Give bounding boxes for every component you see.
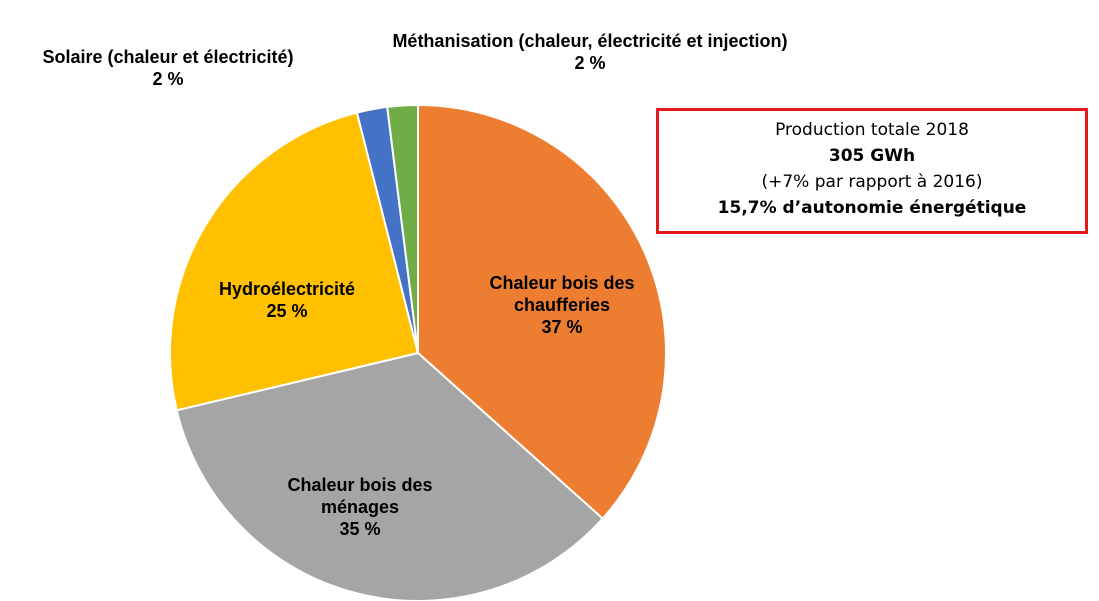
category-label: Hydroélectricité xyxy=(218,279,356,299)
slice-label: Chaleur bois des chaufferies 37 % xyxy=(462,272,662,338)
category-label: Solaire (chaleur et électricité) xyxy=(42,47,294,67)
value-label: 37 % xyxy=(541,317,583,337)
annotation: 305 GWh xyxy=(828,146,916,166)
value-label: 2 % xyxy=(574,53,606,73)
annotation: (+7% par rapport à 2016) xyxy=(761,172,983,192)
slice-label: Chaleur bois des ménages 35 % xyxy=(250,474,470,540)
pie-slice xyxy=(417,103,667,520)
category-label: Chaleur bois des ménages xyxy=(287,475,433,517)
annotation-box: Production totale 2018 305 GWh (+7% par … xyxy=(656,108,1088,234)
pie-slice xyxy=(175,351,605,601)
slice-label: Solaire (chaleur et électricité) 2 % xyxy=(0,46,338,90)
slice-label: Méthanisation (chaleur, électricité et i… xyxy=(350,30,830,74)
category-label: Chaleur bois des chaufferies xyxy=(489,273,635,315)
pie-slice xyxy=(386,103,419,354)
pie-slice xyxy=(169,111,420,412)
value-label: 25 % xyxy=(266,301,308,321)
annotation: Production totale 2018 xyxy=(775,120,969,140)
value-label: 35 % xyxy=(339,519,381,539)
slice-label: Hydroélectricité 25 % xyxy=(187,278,387,322)
annotation: 15,7% d’autonomie énergétique xyxy=(717,198,1027,218)
category-label: Méthanisation (chaleur, électricité et i… xyxy=(392,31,788,51)
value-label: 2 % xyxy=(152,69,184,89)
